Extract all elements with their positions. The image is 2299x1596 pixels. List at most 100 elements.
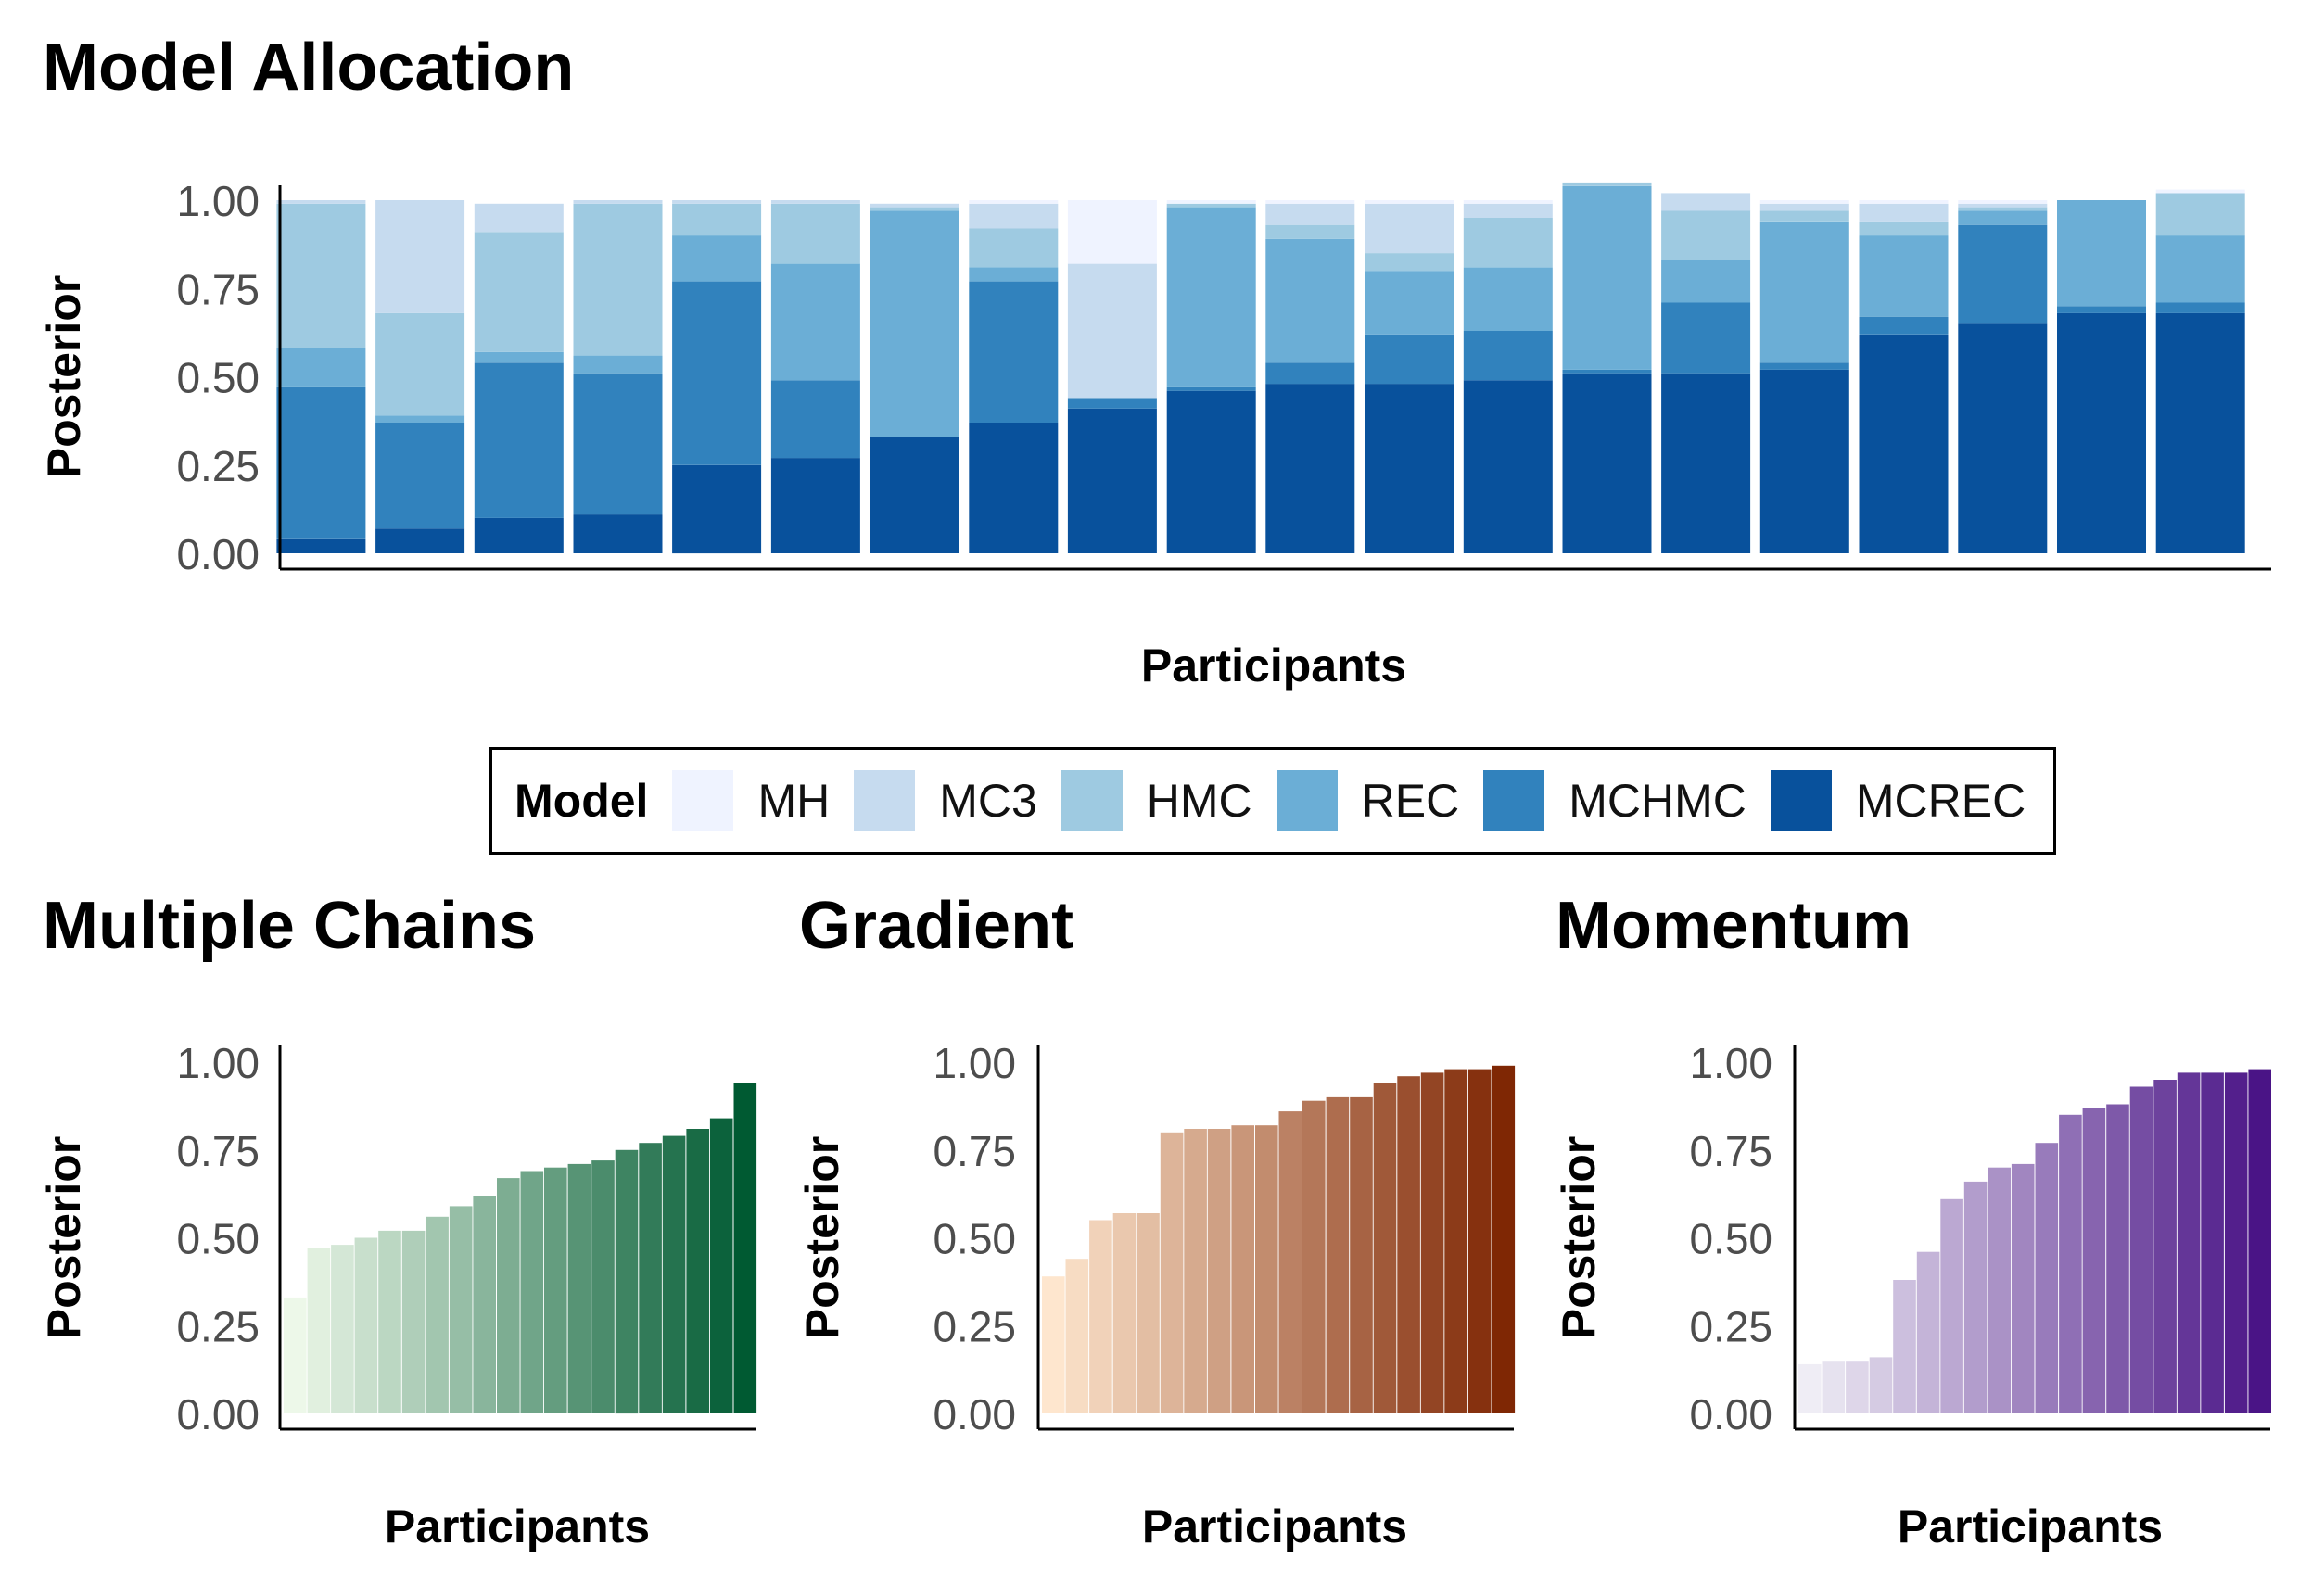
bar-rec-18 (1958, 210, 2048, 225)
y-tick-label-1.00: 1.00 (1689, 1039, 1772, 1087)
bar-rec-5 (672, 235, 762, 282)
bar-hmc-18 (1958, 207, 2048, 211)
bar-8 (1207, 1129, 1231, 1413)
bar-mc3-1 (276, 200, 366, 204)
legend-item-mcrec: MCREC (1770, 770, 2026, 831)
bar-rec-1 (276, 348, 366, 387)
bar-mc3-3 (474, 203, 564, 233)
bar-mcrec-6 (770, 458, 860, 553)
bar-rec-20 (2155, 235, 2245, 303)
y-tick-label-1.00: 1.00 (176, 1039, 260, 1087)
bar-mh-20 (2155, 189, 2245, 194)
legend-title: Model (514, 775, 649, 827)
bar-mh-13 (1463, 200, 1553, 204)
bar-12 (544, 1167, 567, 1413)
y-tick-label-0.25: 0.25 (933, 1302, 1016, 1350)
y-tick-label-0.25: 0.25 (1689, 1302, 1772, 1350)
bar-10 (2011, 1163, 2035, 1413)
bar-mchmc-19 (2057, 306, 2146, 313)
bar-20 (733, 1083, 757, 1413)
bar-mc3-13 (1463, 203, 1553, 218)
bar-mc3-4 (573, 200, 663, 204)
bar-2 (1822, 1361, 1846, 1413)
bar-18 (2201, 1072, 2224, 1413)
bar-13 (1326, 1096, 1350, 1413)
legend-item-mchmc: MCHMC (1483, 770, 1746, 831)
x-axis-label: Participants (385, 1501, 650, 1552)
bar-mc3-2 (375, 200, 465, 313)
bar-15 (615, 1149, 639, 1414)
chart-model-allocation: 0.00 0.25 0.50 0.75 1.00 Participants Posterio… (38, 177, 2271, 691)
y-tick-label-1.00: 1.00 (176, 177, 260, 225)
bar-rec-19 (2057, 200, 2146, 307)
bar-8 (1963, 1181, 1988, 1413)
bar-2 (307, 1248, 331, 1413)
bar-hmc-10 (1166, 203, 1256, 208)
bar-mcrec-11 (1265, 384, 1355, 553)
bar-hmc-8 (969, 228, 1059, 268)
bar-20 (1492, 1065, 1516, 1413)
bar-mh-12 (1365, 200, 1454, 204)
bar-7 (1184, 1129, 1207, 1413)
y-axis-label: Posterior (38, 1136, 90, 1340)
bar-mchmc-2 (375, 423, 465, 529)
bar-mc3-6 (770, 200, 860, 204)
bar-11 (1278, 1111, 1302, 1413)
bar-mc3-9 (1067, 263, 1157, 399)
bar-mh-18 (1958, 200, 2048, 204)
bar-8 (449, 1206, 473, 1413)
legend-label-mcrec: MCREC (1855, 775, 2026, 827)
bar-12 (1302, 1100, 1326, 1413)
bar-rec-3 (474, 351, 564, 363)
bar-mcrec-5 (672, 464, 762, 554)
bar-rec-13 (1463, 267, 1553, 331)
bar-mh-11 (1265, 200, 1355, 204)
y-tick-label-0.75: 0.75 (933, 1127, 1016, 1175)
bar-mcrec-12 (1365, 384, 1454, 553)
bar-mcrec-2 (375, 528, 465, 553)
bar-18 (686, 1129, 709, 1413)
legend-label-mchmc: MCHMC (1569, 775, 1746, 827)
bar-hmc-14 (1562, 182, 1652, 186)
bar-mc3-7 (870, 203, 959, 208)
y-tick-label-0.00: 0.00 (176, 1390, 260, 1438)
bar-mchmc-13 (1463, 331, 1553, 381)
bar-mh-17 (1859, 200, 1949, 204)
chart-momentum: 0.00 0.25 0.50 0.75 1.00 Participants Posterio… (1553, 1039, 2271, 1552)
bar-1 (284, 1297, 307, 1413)
bar-mchmc-1 (276, 386, 366, 539)
bar-mcrec-7 (870, 437, 959, 553)
y-tick-label-0.25: 0.25 (176, 442, 260, 490)
bar-mc3-5 (672, 200, 762, 204)
legend-item-mc3: MC3 (854, 770, 1037, 831)
legend-swatch-mcrec (1770, 770, 1832, 831)
bar-mc3-12 (1365, 203, 1454, 254)
bar-mcrec-10 (1166, 390, 1256, 553)
bar-5 (378, 1230, 401, 1413)
bar-2 (1065, 1259, 1089, 1413)
bar-1 (1042, 1276, 1065, 1413)
bar-hmc-2 (375, 312, 465, 416)
y-axis-label: Posterior (1553, 1136, 1605, 1340)
title-momentum: Momentum (1556, 889, 1912, 963)
legend-swatch-mh (672, 770, 734, 831)
chart-multiple-chains: 0.00 0.25 0.50 0.75 1.00 Participants Posterio… (38, 1039, 757, 1552)
legend-swatch-rec (1276, 770, 1338, 831)
bar-16 (1397, 1076, 1420, 1413)
bar-17 (1420, 1072, 1444, 1413)
bar-mc3-18 (1958, 203, 2048, 208)
bar-13 (2082, 1108, 2106, 1413)
bar-9 (1231, 1125, 1254, 1413)
bar-mchmc-4 (573, 373, 663, 515)
bar-hmc-4 (573, 203, 663, 356)
bar-hmc-6 (770, 203, 860, 264)
y-tick-label-0.50: 0.50 (176, 354, 260, 402)
bar-hmc-17 (1859, 221, 1949, 236)
y-tick-label-0.50: 0.50 (933, 1215, 1016, 1263)
bar-7 (426, 1216, 449, 1413)
title-gradient: Gradient (799, 889, 1074, 963)
bar-hmc-1 (276, 203, 366, 348)
bar-18 (1444, 1069, 1467, 1413)
bar-mchmc-15 (1661, 302, 1751, 374)
bar-mh-10 (1166, 200, 1256, 204)
